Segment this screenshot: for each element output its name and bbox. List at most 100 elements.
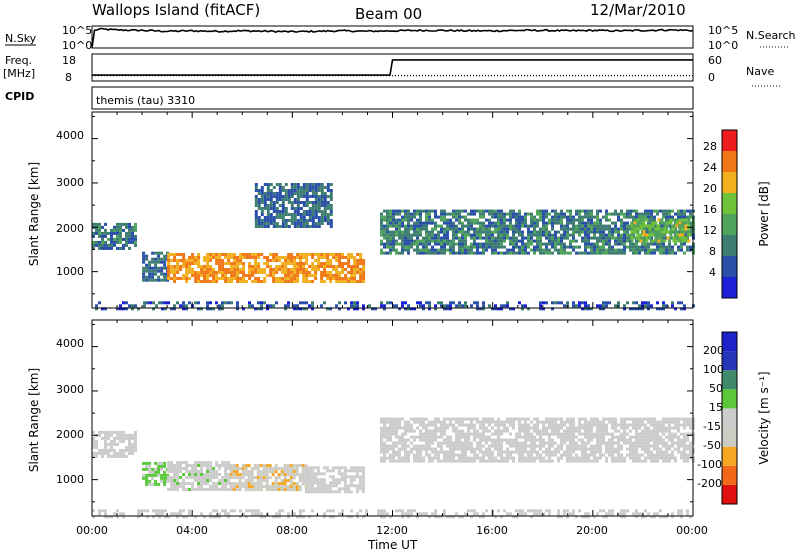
heatmap-cell bbox=[257, 509, 260, 513]
heatmap-cell bbox=[506, 453, 509, 457]
heatmap-cell bbox=[389, 230, 392, 234]
heatmap-cell bbox=[560, 301, 563, 305]
heatmap-cell bbox=[142, 257, 146, 261]
heatmap-cell bbox=[296, 201, 300, 204]
heatmap-cell bbox=[672, 227, 676, 231]
heatmap-cell bbox=[320, 280, 324, 283]
heatmap-cell bbox=[383, 444, 386, 448]
heatmap-cell bbox=[683, 233, 686, 237]
heatmap-cell bbox=[635, 515, 638, 519]
heatmap-cell bbox=[107, 448, 110, 452]
heatmap-cell bbox=[160, 461, 164, 465]
heatmap-cell bbox=[95, 442, 98, 446]
heatmap-cell bbox=[145, 464, 149, 468]
heatmap-cell bbox=[488, 242, 491, 246]
heatmap-cell bbox=[686, 420, 689, 424]
heatmap-cell bbox=[593, 420, 596, 424]
heatmap-cell bbox=[542, 420, 545, 424]
heatmap-cell bbox=[334, 484, 338, 488]
heatmap-cell bbox=[326, 201, 330, 204]
heatmap-cell bbox=[110, 234, 113, 238]
heatmap-cell bbox=[185, 304, 188, 308]
heatmap-cell bbox=[500, 456, 503, 460]
heatmap-cell bbox=[347, 515, 350, 519]
heatmap-cell bbox=[248, 262, 252, 265]
heatmap-cell bbox=[578, 251, 581, 255]
heatmap-cell bbox=[653, 242, 656, 246]
heatmap-cell bbox=[659, 248, 662, 252]
heatmap-cell bbox=[110, 240, 113, 244]
heatmap-cell bbox=[380, 515, 383, 519]
heatmap-cell bbox=[326, 271, 330, 274]
heatmap-cell bbox=[362, 307, 365, 311]
heatmap-cell bbox=[530, 420, 533, 424]
heatmap-cell bbox=[587, 429, 590, 433]
heatmap-cell bbox=[119, 307, 122, 311]
heatmap-cell bbox=[212, 268, 216, 271]
heatmap-cell bbox=[218, 307, 221, 311]
heatmap-cell bbox=[608, 224, 611, 228]
heatmap-cell bbox=[455, 453, 458, 457]
heatmap-cell bbox=[326, 256, 330, 259]
heatmap-cell bbox=[389, 248, 392, 252]
heatmap-cell bbox=[545, 509, 548, 513]
heatmap-cell bbox=[395, 304, 398, 308]
heatmap-cell bbox=[404, 227, 407, 231]
heatmap-cell bbox=[566, 453, 569, 457]
heatmap-cell bbox=[296, 307, 299, 311]
heatmap-cell bbox=[326, 262, 330, 265]
heatmap-cell bbox=[641, 245, 644, 249]
heatmap-cell bbox=[491, 420, 494, 424]
heatmap-cell bbox=[686, 447, 689, 451]
heatmap-cell bbox=[281, 225, 285, 228]
heatmap-cell bbox=[533, 251, 536, 255]
heatmap-cell bbox=[343, 469, 347, 473]
heatmap-cell bbox=[355, 490, 359, 494]
heatmap-cell bbox=[332, 515, 335, 519]
heatmap-cell bbox=[647, 209, 650, 213]
heatmap-cell bbox=[269, 201, 273, 204]
heatmap-cell bbox=[407, 450, 410, 454]
heatmap-cell bbox=[506, 251, 509, 255]
heatmap-cell bbox=[599, 447, 602, 451]
heatmap-cell bbox=[602, 435, 605, 439]
heatmap-cell bbox=[548, 450, 551, 454]
heatmap-cell bbox=[650, 438, 653, 442]
heatmap-cell bbox=[533, 245, 536, 249]
heatmap-cell bbox=[470, 212, 473, 216]
heatmap-cell bbox=[500, 453, 503, 457]
heatmap-cell bbox=[314, 277, 318, 280]
heatmap-cell bbox=[648, 230, 652, 234]
heatmap-cell bbox=[266, 204, 270, 207]
heatmap-cell bbox=[587, 435, 590, 439]
heatmap-cell bbox=[551, 227, 554, 231]
heatmap-cell bbox=[212, 485, 216, 488]
heatmap-cell bbox=[689, 456, 692, 460]
heatmap-cell bbox=[656, 429, 659, 433]
heatmap-cell bbox=[194, 259, 198, 262]
heatmap-cell bbox=[416, 230, 419, 234]
heatmap-cell bbox=[313, 475, 317, 479]
heatmap-cell bbox=[654, 227, 658, 231]
heatmap-cell bbox=[587, 209, 590, 213]
heatmap-cell bbox=[572, 245, 575, 249]
heatmap-cell bbox=[533, 429, 536, 433]
heatmap-cell bbox=[272, 259, 276, 262]
heatmap-cell bbox=[128, 433, 131, 437]
heatmap-cell bbox=[212, 509, 215, 513]
heatmap-cell bbox=[437, 248, 440, 252]
heatmap-cell bbox=[494, 429, 497, 433]
heatmap-cell bbox=[524, 512, 527, 516]
heatmap-cell bbox=[536, 242, 539, 246]
heatmap-cell bbox=[128, 222, 131, 226]
heatmap-cell bbox=[260, 253, 264, 256]
heatmap-cell bbox=[413, 447, 416, 451]
heatmap-cell bbox=[512, 444, 515, 448]
heatmap-cell bbox=[458, 301, 461, 305]
heatmap-cell bbox=[500, 307, 503, 311]
heatmap-cell bbox=[587, 420, 590, 424]
heatmap-cell bbox=[286, 488, 290, 492]
heatmap-cell bbox=[179, 509, 182, 513]
heatmap-cell bbox=[623, 242, 626, 246]
heatmap-cell bbox=[548, 459, 551, 463]
